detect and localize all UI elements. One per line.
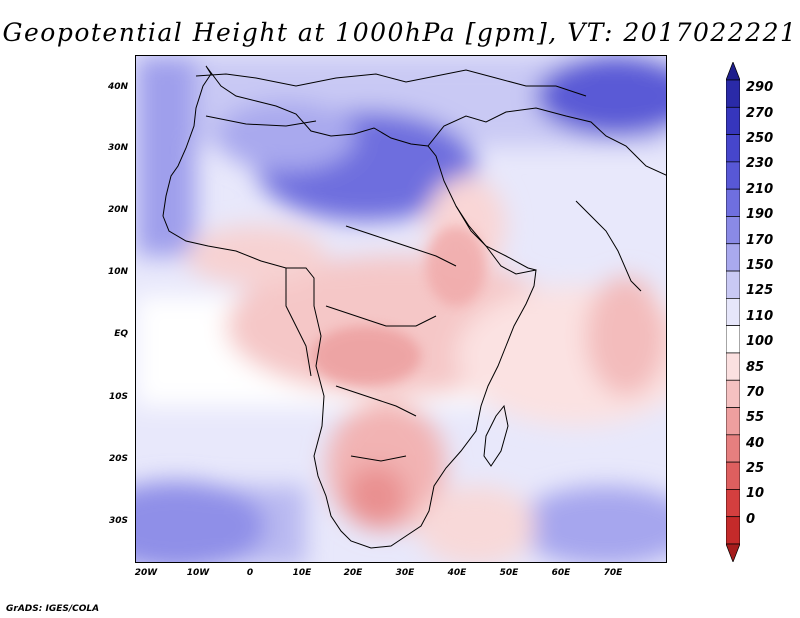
lon-label-10w: 10W (186, 568, 210, 578)
colorbar-label: 40 (746, 436, 765, 451)
colorbar-swatch (726, 352, 740, 381)
colorbar-swatch (726, 407, 740, 436)
colorbar-swatch (726, 270, 740, 299)
colorbar-label: 230 (746, 156, 774, 171)
colorbar-label: 210 (746, 182, 774, 197)
lat-label-30s: 30S (108, 516, 128, 526)
colorbar-label: 250 (746, 131, 774, 146)
colorbar-label: 290 (746, 80, 774, 95)
colorbar-swatch (726, 461, 740, 490)
colorbar-swatch (726, 243, 740, 272)
colorbar-label: 150 (746, 258, 774, 273)
lat-label-10s: 10S (108, 392, 128, 402)
colorbar-swatch (726, 516, 740, 545)
lon-label-60e: 60E (551, 568, 571, 578)
colorbar-label: 270 (746, 106, 774, 121)
colorbar-swatch (726, 325, 740, 354)
colorbar-swatch (726, 216, 740, 245)
colorbar-label: 100 (746, 334, 774, 349)
lon-label-10e: 10E (292, 568, 312, 578)
colorbar-label: 10 (746, 486, 765, 501)
lat-label-10n: 10N (107, 267, 128, 277)
colorbar-swatch (726, 161, 740, 190)
colorbar-swatch (726, 188, 740, 217)
colorbar-swatch (726, 489, 740, 518)
map-panel (135, 55, 667, 563)
colorbar-swatch (726, 543, 740, 562)
colorbar-label: 70 (746, 385, 765, 400)
colorbar-label: 190 (746, 207, 774, 222)
credit-text: GrADS: IGES/COLA (6, 604, 100, 614)
colorbar-swatch (726, 379, 740, 408)
lat-label-eq: EQ (114, 329, 128, 339)
lon-label-20w: 20W (134, 568, 158, 578)
lon-label-40e: 40E (447, 568, 467, 578)
colorbar-label: 125 (746, 283, 774, 298)
lat-label-20n: 20N (107, 205, 128, 215)
colorbar-label: 170 (746, 233, 774, 248)
map-field (136, 56, 666, 562)
lon-label-70e: 70E (603, 568, 623, 578)
colorbar-swatch (726, 62, 740, 81)
lon-label-0: 0 (246, 568, 254, 578)
colorbar (726, 62, 740, 562)
lat-label-40n: 40N (107, 82, 128, 92)
coastlines (162, 65, 666, 549)
lon-label-50e: 50E (499, 568, 519, 578)
colorbar-label: 0 (746, 512, 756, 527)
colorbar-swatch (726, 79, 740, 108)
colorbar-label: 110 (746, 309, 774, 324)
lat-label-30n: 30N (107, 143, 128, 153)
lat-label-20s: 20S (108, 454, 128, 464)
colorbar-label: 85 (746, 360, 765, 375)
colorbar-swatch (726, 106, 740, 135)
colorbar-label: 25 (746, 461, 765, 476)
colorbar-swatch (726, 434, 740, 463)
colorbar-swatch (726, 298, 740, 326)
map-title: Geopotential Height at 1000hPa [gpm], VT… (2, 18, 798, 47)
colorbar-label: 55 (746, 410, 765, 425)
colorbar-swatch (726, 134, 740, 163)
lon-label-30e: 30E (395, 568, 415, 578)
lon-label-20e: 20E (343, 568, 363, 578)
